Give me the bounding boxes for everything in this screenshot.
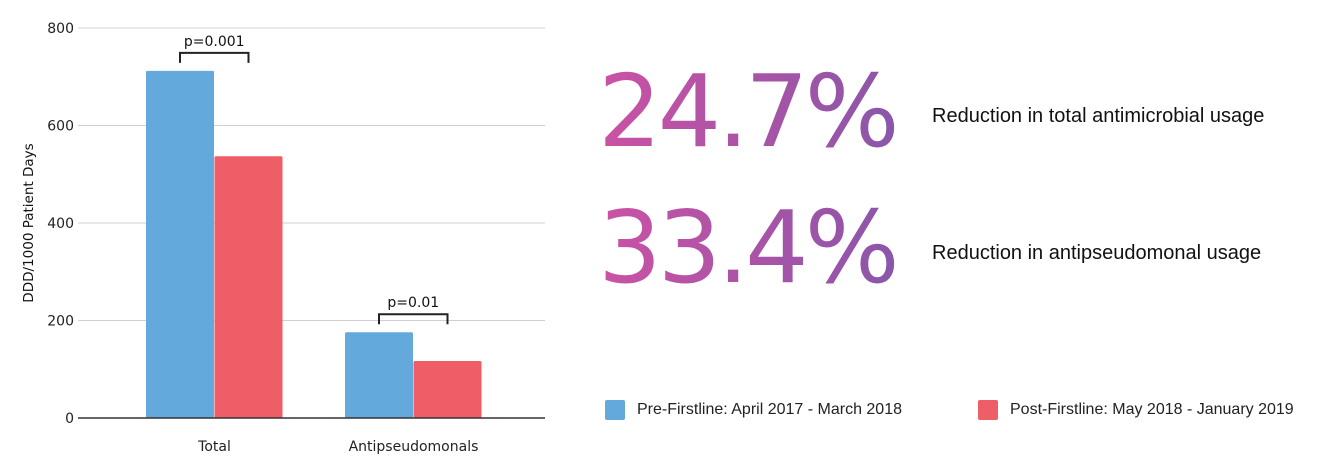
x-tick-label: Antipseudomonals [349, 439, 479, 455]
legend-swatch-pre [605, 400, 625, 420]
bar-post-0 [214, 156, 283, 418]
legend-label-pre: Pre-Firstline: April 2017 - March 2018 [637, 401, 902, 418]
x-tick-label: Total [197, 439, 231, 455]
stat-total-value: 24.7% [598, 53, 900, 170]
legend-label-post: Post-Firstline: May 2018 - January 2019 [1010, 401, 1294, 418]
legend-item-pre: Pre-Firstline: April 2017 - March 2018 [605, 400, 902, 420]
bar-pre-0 [146, 70, 214, 419]
significance-bracket [378, 313, 449, 325]
bar-chart: 0 200 400 600 800 DDD/1000 Patient Days Total p… [21, 21, 545, 455]
y-tick-label: 800 [47, 21, 74, 37]
stat-total-label: Reduction in total antimicrobial usage [932, 105, 1265, 127]
y-tick-label: 600 [47, 119, 74, 135]
y-tick-label: 200 [47, 314, 74, 330]
bar-post-1 [413, 360, 482, 418]
p-value-label: p=0.001 [184, 34, 245, 50]
legend-swatch-post [978, 400, 998, 420]
significance-bracket [179, 51, 250, 63]
legend-item-post: Post-Firstline: May 2018 - January 2019 [978, 400, 1294, 420]
y-tick-label: 0 [65, 411, 74, 427]
bar-pre-1 [345, 332, 413, 418]
p-value-label: p=0.01 [387, 295, 439, 311]
y-axis-label: DDD/1000 Patient Days [21, 143, 37, 302]
y-tick-label: 400 [47, 216, 74, 232]
stat-antipseudomonal-label: Reduction in antipseudomonal usage [932, 242, 1262, 264]
stat-antipseudomonal-value: 33.4% [598, 189, 900, 306]
